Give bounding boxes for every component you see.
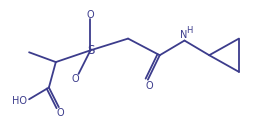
Text: O: O (57, 108, 65, 118)
Text: O: O (72, 74, 79, 84)
Text: S: S (87, 44, 94, 57)
Text: O: O (87, 10, 94, 20)
Text: H: H (186, 26, 193, 35)
Text: O: O (145, 81, 153, 91)
Text: N: N (180, 30, 187, 40)
Text: HO: HO (12, 96, 27, 106)
